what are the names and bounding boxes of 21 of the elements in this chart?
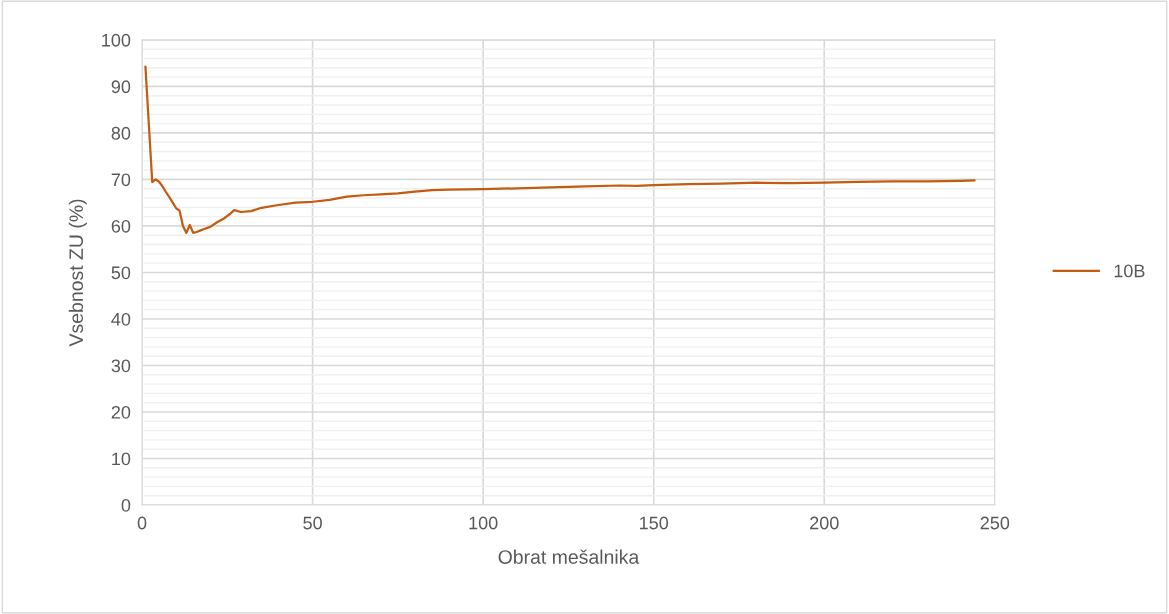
x-tick-label: 50 [303, 516, 322, 530]
y-tick-label: 80 [111, 126, 131, 140]
y-tick-label: 20 [111, 405, 131, 419]
y-tick-label: 90 [111, 80, 131, 94]
y-tick-label: 10 [112, 452, 131, 466]
y-tick-label: 0 [121, 498, 131, 512]
y-tick-label: 70 [111, 173, 131, 187]
x-tick-label: 200 [810, 516, 839, 530]
y-tick-label: 40 [111, 312, 131, 326]
line-series [144, 65, 976, 235]
y-tick-label: 50 [111, 266, 131, 280]
x-tick-label: 150 [640, 516, 669, 530]
legend-label: 10B [1114, 264, 1145, 278]
x-tick-label: 100 [469, 516, 498, 530]
y-axis-title: Vsebnost ZU (%) [68, 199, 87, 347]
x-tick-label: 250 [980, 516, 1010, 530]
x-tick-label: 0 [137, 516, 147, 530]
x-axis-title: Obrat mešalnika [498, 549, 640, 564]
y-tick-label: 30 [111, 359, 131, 373]
y-tick-label: 60 [111, 219, 131, 233]
y-tick-label: 100 [102, 33, 131, 47]
